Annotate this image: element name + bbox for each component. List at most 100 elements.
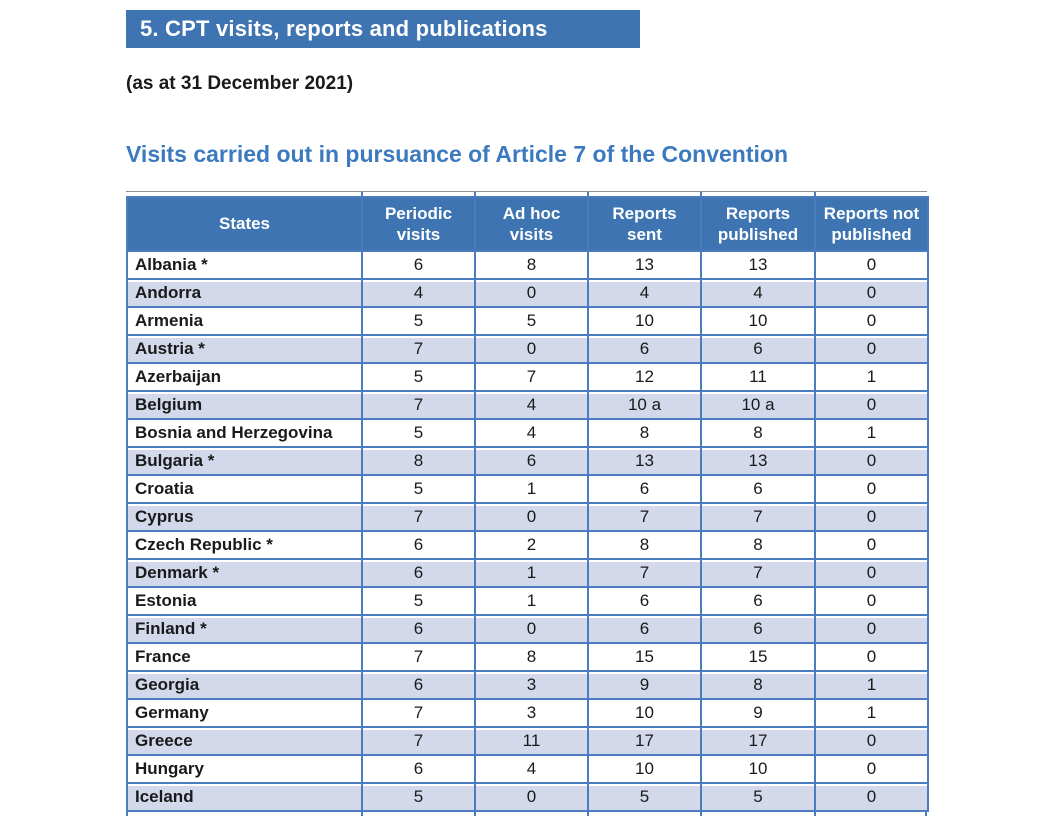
value-cell: 8 <box>474 250 589 280</box>
value-cell: 8 <box>474 642 589 672</box>
value-cell: 1 <box>814 670 929 700</box>
state-cell: Albania * <box>126 250 363 280</box>
value-cell: 0 <box>814 474 929 504</box>
value-cell: 0 <box>814 558 929 588</box>
table-row: Cyprus 7 0 7 7 0 <box>126 502 929 532</box>
value-cell: 6 <box>700 474 816 504</box>
value-cell: 4 <box>474 754 589 784</box>
table-row: Croatia 5 1 6 6 0 <box>126 474 929 504</box>
border-stub <box>587 192 589 196</box>
value-cell: 2 <box>474 530 589 560</box>
value-cell: 10 <box>700 754 816 784</box>
border-stub <box>361 812 363 816</box>
value-cell: 12 <box>587 362 702 392</box>
value-cell: 6 <box>361 754 476 784</box>
border-stub <box>126 812 128 816</box>
table-top-border-stub <box>126 191 927 196</box>
state-cell: Denmark * <box>126 558 363 588</box>
value-cell: 5 <box>587 782 702 812</box>
value-cell: 6 <box>474 446 589 476</box>
state-cell: Hungary <box>126 754 363 784</box>
border-stub <box>474 812 476 816</box>
table-row: Bosnia and Herzegovina 5 4 8 8 1 <box>126 418 929 448</box>
value-cell: 7 <box>700 502 816 532</box>
value-cell: 0 <box>814 502 929 532</box>
value-cell: 5 <box>700 782 816 812</box>
table-row: Bulgaria * 8 6 13 13 0 <box>126 446 929 476</box>
table-heading: Visits carried out in pursuance of Artic… <box>126 141 789 167</box>
value-cell: 0 <box>814 278 929 308</box>
section-banner-title: 5. CPT visits, reports and publications <box>140 16 548 41</box>
table-header-row: States Periodic visits Ad hoc visits Report… <box>126 196 929 252</box>
value-cell: 4 <box>587 278 702 308</box>
table-row: Austria * 7 0 6 6 0 <box>126 334 929 364</box>
value-cell: 6 <box>700 334 816 364</box>
column-header-reports-published: Reports published <box>700 196 816 252</box>
table-row: Denmark * 6 1 7 7 0 <box>126 558 929 588</box>
value-cell: 0 <box>814 306 929 336</box>
value-cell: 5 <box>361 782 476 812</box>
visits-table-container: States Periodic visits Ad hoc visits Report… <box>126 191 929 816</box>
state-cell: Iceland <box>126 782 363 812</box>
value-cell: 5 <box>361 474 476 504</box>
state-cell: Czech Republic * <box>126 530 363 560</box>
value-cell: 3 <box>474 698 589 728</box>
table-row: Georgia 6 3 9 8 1 <box>126 670 929 700</box>
state-cell: Germany <box>126 698 363 728</box>
value-cell: 11 <box>700 362 816 392</box>
visits-table: States Periodic visits Ad hoc visits Report… <box>126 196 929 812</box>
value-cell: 8 <box>361 446 476 476</box>
table-row: France 7 8 15 15 0 <box>126 642 929 672</box>
state-cell: Croatia <box>126 474 363 504</box>
value-cell: 5 <box>361 418 476 448</box>
state-cell: Andorra <box>126 278 363 308</box>
border-stub <box>700 192 702 196</box>
value-cell: 10 <box>587 698 702 728</box>
table-row: Armenia 5 5 10 10 0 <box>126 306 929 336</box>
value-cell: 7 <box>361 390 476 420</box>
section-banner: 5. CPT visits, reports and publications <box>126 10 640 48</box>
border-stub <box>587 812 589 816</box>
column-header-ad-hoc-visits: Ad hoc visits <box>474 196 589 252</box>
state-cell: Greece <box>126 726 363 756</box>
value-cell: 4 <box>700 278 816 308</box>
value-cell: 8 <box>700 530 816 560</box>
column-header-states: States <box>126 196 363 252</box>
table-row: Albania * 6 8 13 13 0 <box>126 250 929 280</box>
value-cell: 6 <box>361 670 476 700</box>
value-cell: 17 <box>700 726 816 756</box>
value-cell: 10 a <box>700 390 816 420</box>
value-cell: 9 <box>700 698 816 728</box>
value-cell: 10 <box>700 306 816 336</box>
state-cell: Cyprus <box>126 502 363 532</box>
state-cell: Belgium <box>126 390 363 420</box>
value-cell: 0 <box>814 782 929 812</box>
value-cell: 1 <box>474 558 589 588</box>
table-row: Andorra 4 0 4 4 0 <box>126 278 929 308</box>
table-row: Estonia 5 1 6 6 0 <box>126 586 929 616</box>
value-cell: 6 <box>587 334 702 364</box>
value-cell: 6 <box>587 586 702 616</box>
value-cell: 0 <box>814 530 929 560</box>
table-row: Hungary 6 4 10 10 0 <box>126 754 929 784</box>
value-cell: 0 <box>814 726 929 756</box>
state-cell: Finland * <box>126 614 363 644</box>
state-cell: Bosnia and Herzegovina <box>126 418 363 448</box>
value-cell: 0 <box>474 334 589 364</box>
value-cell: 0 <box>814 642 929 672</box>
value-cell: 15 <box>587 642 702 672</box>
value-cell: 0 <box>474 278 589 308</box>
table-row: Greece 7 11 17 17 0 <box>126 726 929 756</box>
value-cell: 1 <box>474 586 589 616</box>
column-header-periodic-visits: Periodic visits <box>361 196 476 252</box>
value-cell: 6 <box>361 530 476 560</box>
border-stub <box>700 812 702 816</box>
value-cell: 6 <box>700 586 816 616</box>
value-cell: 17 <box>587 726 702 756</box>
value-cell: 6 <box>361 614 476 644</box>
value-cell: 5 <box>361 586 476 616</box>
border-stub <box>814 812 816 816</box>
value-cell: 1 <box>814 362 929 392</box>
table-row: Finland * 6 0 6 6 0 <box>126 614 929 644</box>
